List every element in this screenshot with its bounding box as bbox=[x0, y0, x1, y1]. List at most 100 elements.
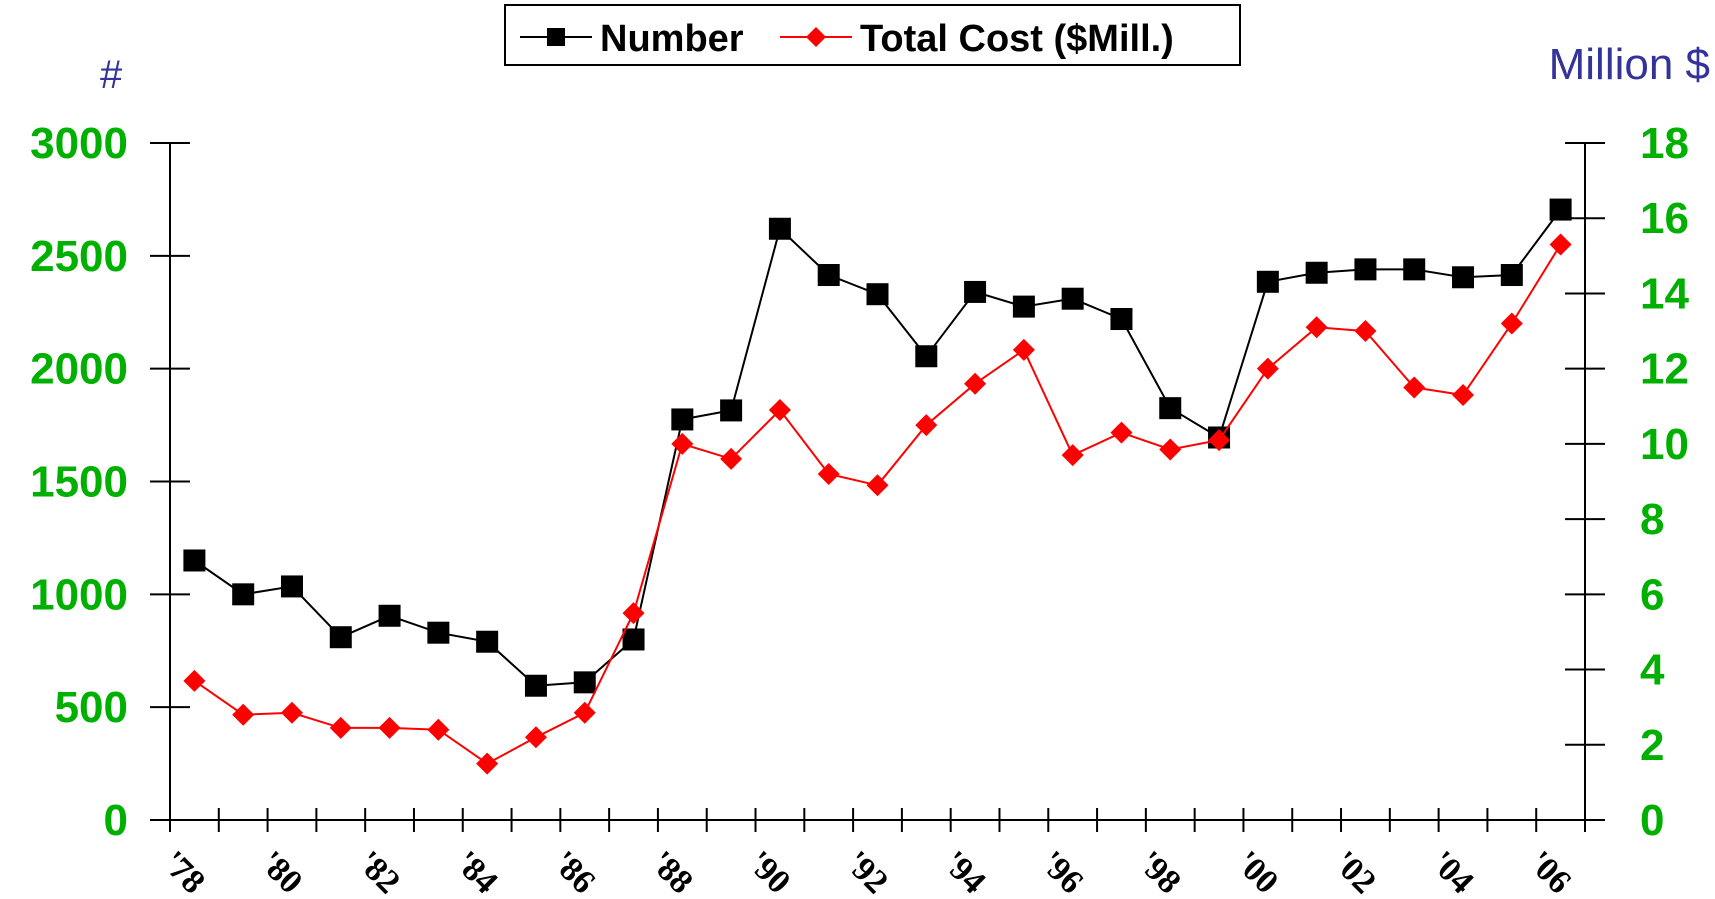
number-data-point bbox=[232, 583, 255, 606]
x-axis-tick-label: '86 bbox=[545, 844, 602, 899]
left-axis-tick-label: 2000 bbox=[30, 345, 128, 394]
legend-cost-marker bbox=[806, 27, 826, 47]
total-cost-data-point bbox=[866, 474, 889, 497]
right-axis-tick-label: 6 bbox=[1640, 570, 1664, 619]
number-data-point bbox=[183, 549, 206, 572]
number-data-point bbox=[1256, 270, 1279, 293]
x-axis-tick-label: '04 bbox=[1424, 844, 1481, 899]
left-axis-ticks: 0 500 1000 1500 2000 2500 3000 bbox=[30, 119, 190, 845]
total-cost-data-point bbox=[1452, 383, 1475, 406]
x-axis-tick-label: '92 bbox=[838, 844, 895, 899]
total-cost-data-point bbox=[1500, 312, 1523, 335]
total-cost-data-point bbox=[915, 414, 938, 437]
number-data-point bbox=[1500, 264, 1523, 287]
number-data-point bbox=[1305, 261, 1328, 284]
number-data-point bbox=[1061, 287, 1084, 310]
total-cost-data-point bbox=[183, 669, 206, 692]
right-axis-tick-label: 18 bbox=[1640, 119, 1689, 168]
right-axis-tick-label: 16 bbox=[1640, 194, 1689, 243]
total-cost-data-point bbox=[671, 432, 694, 455]
left-axis-tick-label: 2500 bbox=[30, 232, 128, 281]
legend-box bbox=[504, 4, 1241, 66]
number-data-point bbox=[720, 399, 743, 422]
number-data-point bbox=[1159, 397, 1182, 420]
x-axis-tick-label: '98 bbox=[1131, 844, 1188, 899]
left-axis-tick-label: 0 bbox=[104, 796, 128, 845]
right-axis-ticks: 0 2 4 6 8 10 12 14 16 18 bbox=[1565, 119, 1689, 845]
total-cost-data-point bbox=[476, 752, 499, 775]
total-cost-data-point bbox=[524, 726, 547, 749]
total-cost-data-point bbox=[1549, 233, 1572, 256]
right-axis-tick-label: 0 bbox=[1640, 796, 1664, 845]
number-data-point bbox=[524, 674, 547, 697]
number-data-point bbox=[378, 604, 401, 627]
number-data-point bbox=[1403, 258, 1426, 281]
x-axis-tick-label: '88 bbox=[643, 844, 700, 899]
number-data-point bbox=[817, 264, 840, 287]
x-axis-tick-label: '00 bbox=[1228, 844, 1285, 899]
number-data-point bbox=[427, 621, 450, 644]
right-axis-tick-label: 4 bbox=[1640, 646, 1665, 695]
x-axis-tick-label: '06 bbox=[1521, 844, 1578, 899]
legend: Number Total Cost ($Mill.) bbox=[504, 4, 1241, 66]
total-cost-data-point bbox=[427, 718, 450, 741]
right-axis-tick-label: 14 bbox=[1640, 269, 1689, 318]
right-axis-tick-label: 2 bbox=[1640, 721, 1664, 770]
legend-number-marker bbox=[547, 28, 565, 46]
number-data-point bbox=[280, 575, 303, 598]
x-axis-tick-label: '84 bbox=[448, 844, 505, 899]
right-axis-tick-label: 8 bbox=[1640, 495, 1664, 544]
total-cost-data-point bbox=[720, 447, 743, 470]
total-cost-data-point bbox=[1403, 376, 1426, 399]
right-axis-tick-label: 12 bbox=[1640, 345, 1689, 394]
x-axis-tick-label: '94 bbox=[936, 844, 993, 899]
x-axis-tick-label: '80 bbox=[253, 844, 310, 899]
total-cost-data-point bbox=[964, 372, 987, 395]
number-data-point bbox=[1354, 258, 1377, 281]
total-cost-data-point bbox=[1012, 338, 1035, 361]
x-axis-tick-label: '78 bbox=[155, 844, 212, 899]
total-cost-data-point bbox=[280, 701, 303, 724]
number-data-point bbox=[915, 345, 938, 368]
number-data-point bbox=[1452, 266, 1475, 289]
left-axis-tick-label: 500 bbox=[55, 683, 128, 732]
total-cost-data-point bbox=[573, 701, 596, 724]
number-data-point bbox=[476, 630, 499, 653]
number-data-point bbox=[622, 628, 645, 651]
number-data-point bbox=[1549, 198, 1572, 221]
total-cost-data-point bbox=[1354, 320, 1377, 343]
legend-number-label: Number bbox=[600, 18, 744, 60]
total-cost-series-line bbox=[193, 243, 1562, 765]
x-axis-ticks: '78 '80 '82 '84 '86 '88 '90 '92 '94 '96 '98 '00 '02 '… bbox=[155, 808, 1586, 899]
total-cost-data-point bbox=[622, 602, 645, 625]
total-cost-data-point bbox=[232, 703, 255, 726]
number-data-point bbox=[1012, 295, 1035, 318]
total-cost-data-point bbox=[1159, 438, 1182, 461]
number-data-point bbox=[573, 671, 596, 694]
total-cost-data-point bbox=[817, 462, 840, 485]
total-cost-data-point bbox=[1110, 421, 1133, 444]
right-axis-unit-label: Million $ bbox=[1549, 40, 1710, 89]
left-axis-tick-label: 3000 bbox=[30, 119, 128, 168]
number-data-point bbox=[964, 280, 987, 303]
left-axis-tick-label: 1500 bbox=[30, 458, 128, 507]
number-data-point bbox=[768, 217, 791, 240]
left-axis-unit-label: # bbox=[100, 53, 123, 97]
series-layer bbox=[183, 198, 1572, 775]
number-data-point bbox=[1110, 308, 1133, 331]
left-axis-tick-label: 1000 bbox=[30, 570, 128, 619]
total-cost-data-point bbox=[1208, 429, 1231, 452]
total-cost-data-point bbox=[329, 716, 352, 739]
total-cost-data-point bbox=[768, 399, 791, 422]
x-axis-tick-label: '96 bbox=[1033, 844, 1090, 899]
x-axis-tick-label: '90 bbox=[740, 844, 797, 899]
x-axis-tick-label: '82 bbox=[350, 844, 407, 899]
total-cost-data-point bbox=[1305, 316, 1328, 339]
total-cost-data-point bbox=[1256, 357, 1279, 380]
total-cost-data-point bbox=[378, 716, 401, 739]
number-data-point bbox=[329, 626, 352, 649]
x-axis-tick-label: '02 bbox=[1326, 844, 1383, 899]
right-axis-tick-label: 10 bbox=[1640, 420, 1689, 469]
total-cost-data-point bbox=[1061, 444, 1084, 467]
